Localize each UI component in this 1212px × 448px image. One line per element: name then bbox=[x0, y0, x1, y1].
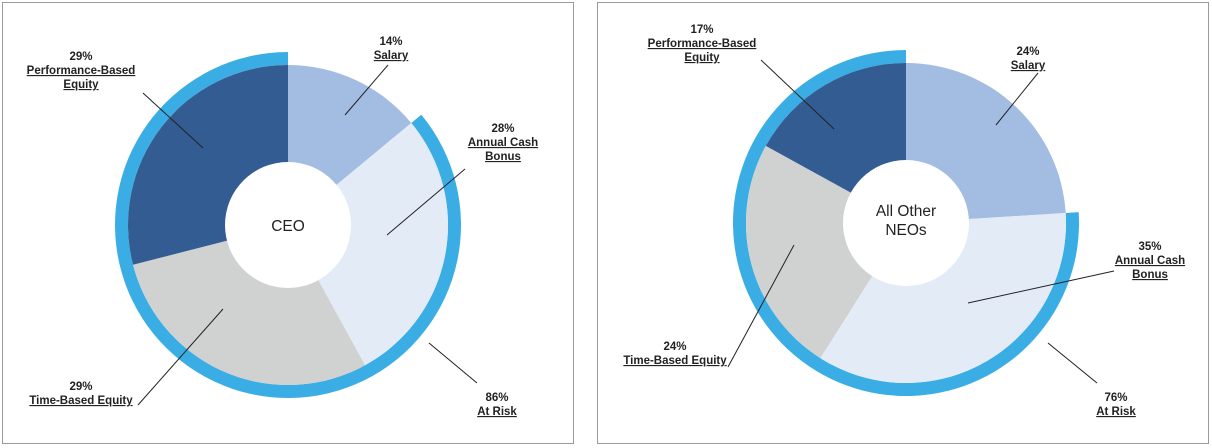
neo-slice-annual-cash-bonus bbox=[820, 212, 1066, 383]
ceo-time-equity-pct: 29% bbox=[69, 381, 92, 393]
neo-bonus-label-line2: Bonus bbox=[1132, 269, 1168, 281]
neo-bonus-leader bbox=[967, 270, 1115, 304]
ceo-perf-equity-label-line1: Performance-Based bbox=[27, 65, 136, 77]
ceo-donut-chart: CEO 14% Salary 28% Annual Cash Bonus 29%… bbox=[27, 36, 538, 418]
ceo-bonus-leader bbox=[386, 168, 466, 236]
neo-salary-pct: 24% bbox=[1016, 46, 1039, 58]
neo-at-risk-leader bbox=[1047, 342, 1098, 384]
neo-salary-label: Salary bbox=[1011, 60, 1046, 72]
ceo-salary-leader bbox=[344, 64, 389, 116]
neo-time-equity-label: Time-Based Equity bbox=[623, 355, 727, 367]
ceo-salary-label: Salary bbox=[374, 50, 409, 62]
neo-pay-mix-panel: All Other NEOs 24% Salary 35% Annual Cas… bbox=[597, 2, 1209, 444]
ceo-bonus-label-line1: Annual Cash bbox=[468, 137, 538, 149]
neo-at-risk-pct: 76% bbox=[1104, 392, 1127, 404]
ceo-time-equity-leader bbox=[137, 308, 224, 406]
neo-bonus-pct: 35% bbox=[1138, 241, 1161, 253]
ceo-at-risk-leader bbox=[428, 342, 478, 384]
neo-slice-time-based-equity bbox=[746, 145, 906, 359]
ceo-time-equity-label: Time-Based Equity bbox=[29, 395, 133, 407]
neo-perf-equity-leader bbox=[760, 59, 835, 130]
ceo-bonus-label-line2: Bonus bbox=[485, 151, 521, 163]
neo-perf-equity-label-line2: Equity bbox=[684, 52, 720, 64]
ceo-center-hole bbox=[225, 162, 351, 288]
neo-center-label-line1: All Other bbox=[876, 203, 936, 220]
ceo-at-risk-pct: 86% bbox=[485, 392, 508, 404]
ceo-perf-equity-pct: 29% bbox=[69, 51, 92, 63]
neo-perf-equity-label-line1: Performance-Based bbox=[648, 38, 757, 50]
ceo-slice-annual-cash-bonus bbox=[288, 123, 449, 366]
ceo-perf-equity-leader bbox=[142, 92, 204, 149]
neo-time-equity-pct: 24% bbox=[663, 341, 686, 353]
ceo-perf-equity-label-line2: Equity bbox=[63, 79, 99, 91]
ceo-bonus-pct: 28% bbox=[491, 123, 514, 135]
neo-bonus-label-line1: Annual Cash bbox=[1115, 255, 1185, 267]
neo-perf-equity-pct: 17% bbox=[690, 24, 713, 36]
neo-at-risk-label: At Risk bbox=[1096, 406, 1136, 418]
neo-salary-leader bbox=[995, 72, 1039, 126]
ceo-at-risk-label: At Risk bbox=[477, 406, 517, 418]
ceo-salary-pct: 14% bbox=[379, 36, 402, 48]
neo-donut-chart: All Other NEOs 24% Salary 35% Annual Cas… bbox=[623, 24, 1185, 418]
ceo-center-label: CEO bbox=[271, 218, 305, 235]
ceo-pay-mix-panel: CEO 14% Salary 28% Annual Cash Bonus 29%… bbox=[2, 2, 574, 444]
neo-center-hole bbox=[843, 160, 969, 286]
neo-time-equity-leader bbox=[727, 244, 795, 368]
neo-center-label-line2: NEOs bbox=[885, 222, 927, 239]
